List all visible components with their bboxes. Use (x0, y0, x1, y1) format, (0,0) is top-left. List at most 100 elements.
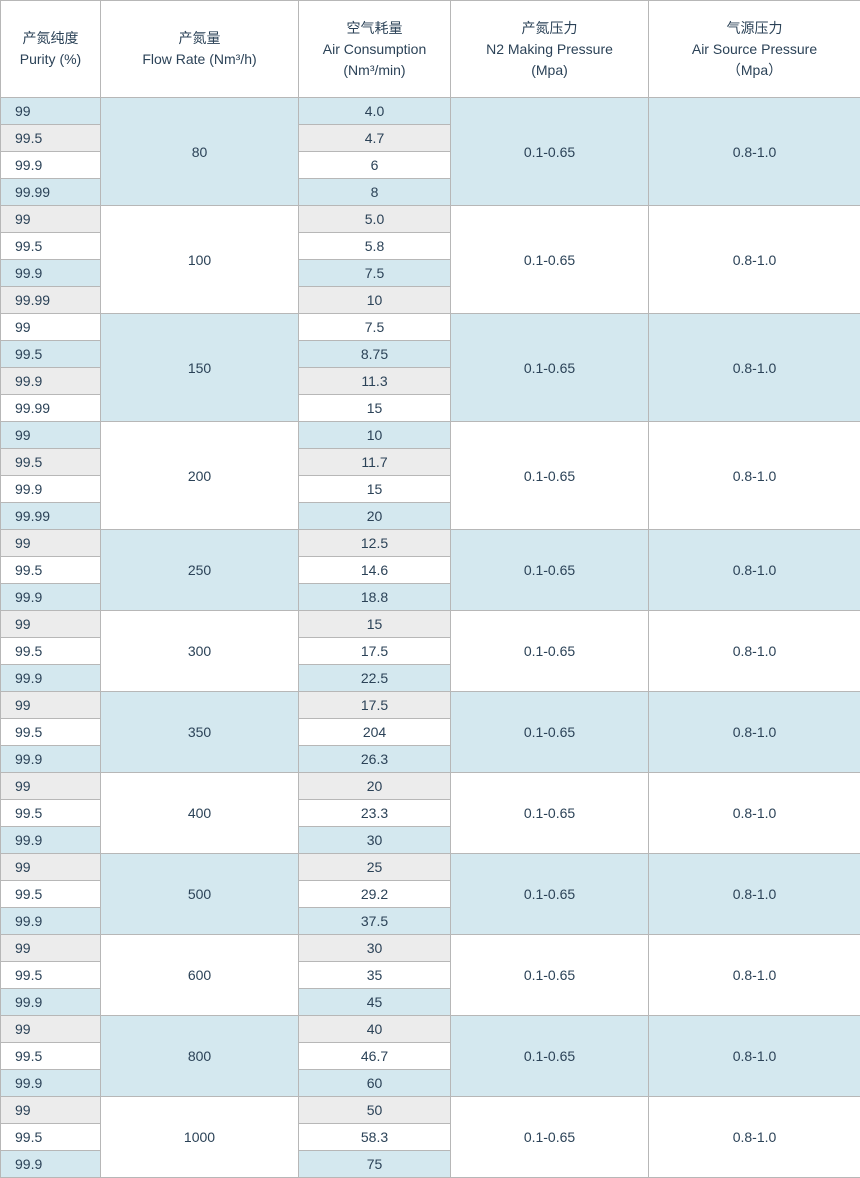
cell-n2-pressure: 0.1-0.65 (451, 1016, 649, 1097)
cell-air-consumption: 7.5 (299, 260, 451, 287)
cell-air-consumption: 5.0 (299, 206, 451, 233)
table-row: 99500250.1-0.650.8-1.0 (1, 854, 860, 881)
cell-flow-rate: 80 (101, 98, 299, 206)
cell-flow-rate: 300 (101, 611, 299, 692)
cell-air-consumption: 25 (299, 854, 451, 881)
col-header-0: 产氮纯度 Purity (%) (1, 1, 101, 98)
cell-purity: 99.99 (1, 503, 101, 530)
table-row: 991005.00.1-0.650.8-1.0 (1, 206, 860, 233)
col-header-cn: 气源压力 (727, 20, 783, 36)
cell-flow-rate: 150 (101, 314, 299, 422)
col-header-4: 气源压力 Air Source Pressure （Mpa） (649, 1, 860, 98)
cell-purity: 99 (1, 773, 101, 800)
cell-n2-pressure: 0.1-0.65 (451, 692, 649, 773)
cell-air-consumption: 15 (299, 395, 451, 422)
cell-air-consumption: 75 (299, 1151, 451, 1178)
cell-air-source-pressure: 0.8-1.0 (649, 314, 860, 422)
cell-purity: 99 (1, 854, 101, 881)
cell-flow-rate: 250 (101, 530, 299, 611)
col-header-en: Flow Rate (Nm³/h) (142, 51, 256, 67)
cell-air-source-pressure: 0.8-1.0 (649, 692, 860, 773)
cell-air-consumption: 40 (299, 1016, 451, 1043)
cell-flow-rate: 400 (101, 773, 299, 854)
cell-air-consumption: 4.7 (299, 125, 451, 152)
cell-n2-pressure: 0.1-0.65 (451, 935, 649, 1016)
cell-air-consumption: 18.8 (299, 584, 451, 611)
cell-n2-pressure: 0.1-0.65 (451, 773, 649, 854)
cell-purity: 99 (1, 530, 101, 557)
cell-n2-pressure: 0.1-0.65 (451, 422, 649, 530)
cell-air-consumption: 46.7 (299, 1043, 451, 1070)
cell-flow-rate: 1000 (101, 1097, 299, 1178)
cell-air-consumption: 15 (299, 611, 451, 638)
cell-air-consumption: 12.5 (299, 530, 451, 557)
spec-table: 产氮纯度Purity (%)产氮量Flow Rate (Nm³/h)空气耗量Ai… (0, 0, 860, 1178)
cell-air-consumption: 10 (299, 422, 451, 449)
col-header-unit: (Nm³/min) (343, 62, 405, 78)
table-row: 99600300.1-0.650.8-1.0 (1, 935, 860, 962)
col-header-en: Air Consumption (323, 41, 427, 57)
cell-flow-rate: 200 (101, 422, 299, 530)
cell-purity: 99.99 (1, 395, 101, 422)
cell-air-consumption: 35 (299, 962, 451, 989)
cell-air-consumption: 5.8 (299, 233, 451, 260)
cell-air-consumption: 60 (299, 1070, 451, 1097)
cell-purity: 99.5 (1, 557, 101, 584)
cell-n2-pressure: 0.1-0.65 (451, 611, 649, 692)
col-header-en: Air Source Pressure (692, 41, 817, 57)
cell-purity: 99.9 (1, 989, 101, 1016)
cell-air-consumption: 14.6 (299, 557, 451, 584)
table-row: 99804.00.1-0.650.8-1.0 (1, 98, 860, 125)
cell-air-consumption: 8.75 (299, 341, 451, 368)
table-row: 991000500.1-0.650.8-1.0 (1, 1097, 860, 1124)
cell-air-consumption: 30 (299, 827, 451, 854)
cell-flow-rate: 600 (101, 935, 299, 1016)
cell-air-consumption: 29.2 (299, 881, 451, 908)
cell-air-source-pressure: 0.8-1.0 (649, 611, 860, 692)
cell-purity: 99.9 (1, 368, 101, 395)
cell-air-consumption: 26.3 (299, 746, 451, 773)
cell-purity: 99.5 (1, 1124, 101, 1151)
col-header-1: 产氮量Flow Rate (Nm³/h) (101, 1, 299, 98)
cell-air-consumption: 8 (299, 179, 451, 206)
cell-purity: 99 (1, 1016, 101, 1043)
cell-air-source-pressure: 0.8-1.0 (649, 530, 860, 611)
col-header-2: 空气耗量Air Consumption(Nm³/min) (299, 1, 451, 98)
cell-purity: 99.99 (1, 287, 101, 314)
cell-air-consumption: 58.3 (299, 1124, 451, 1151)
cell-n2-pressure: 0.1-0.65 (451, 206, 649, 314)
table-row: 9925012.50.1-0.650.8-1.0 (1, 530, 860, 557)
cell-air-consumption: 10 (299, 287, 451, 314)
col-header-cn: 产氮纯度 (23, 30, 79, 46)
cell-air-consumption: 22.5 (299, 665, 451, 692)
cell-purity: 99.9 (1, 746, 101, 773)
cell-n2-pressure: 0.1-0.65 (451, 98, 649, 206)
cell-purity: 99.5 (1, 449, 101, 476)
cell-air-source-pressure: 0.8-1.0 (649, 98, 860, 206)
col-header-cn: 产氮压力 (522, 20, 578, 36)
cell-n2-pressure: 0.1-0.65 (451, 530, 649, 611)
cell-purity: 99 (1, 314, 101, 341)
col-header-unit: （Mpa） (727, 62, 782, 78)
cell-purity: 99.9 (1, 476, 101, 503)
cell-n2-pressure: 0.1-0.65 (451, 1097, 649, 1178)
cell-air-consumption: 20 (299, 773, 451, 800)
cell-purity: 99.5 (1, 638, 101, 665)
cell-air-consumption: 7.5 (299, 314, 451, 341)
table-row: 99200100.1-0.650.8-1.0 (1, 422, 860, 449)
table-row: 99300150.1-0.650.8-1.0 (1, 611, 860, 638)
cell-air-consumption: 30 (299, 935, 451, 962)
cell-air-source-pressure: 0.8-1.0 (649, 1097, 860, 1178)
col-header-en: Purity (%) (20, 51, 81, 67)
table-body: 99804.00.1-0.650.8-1.099.54.799.9699.998… (1, 98, 860, 1178)
cell-purity: 99.9 (1, 665, 101, 692)
cell-purity: 99.5 (1, 962, 101, 989)
cell-purity: 99.99 (1, 179, 101, 206)
table-row: 9935017.50.1-0.650.8-1.0 (1, 692, 860, 719)
cell-air-consumption: 45 (299, 989, 451, 1016)
col-header-3: 产氮压力N2 Making Pressure(Mpa) (451, 1, 649, 98)
cell-air-consumption: 6 (299, 152, 451, 179)
cell-air-consumption: 204 (299, 719, 451, 746)
cell-purity: 99.5 (1, 341, 101, 368)
cell-purity: 99.5 (1, 881, 101, 908)
